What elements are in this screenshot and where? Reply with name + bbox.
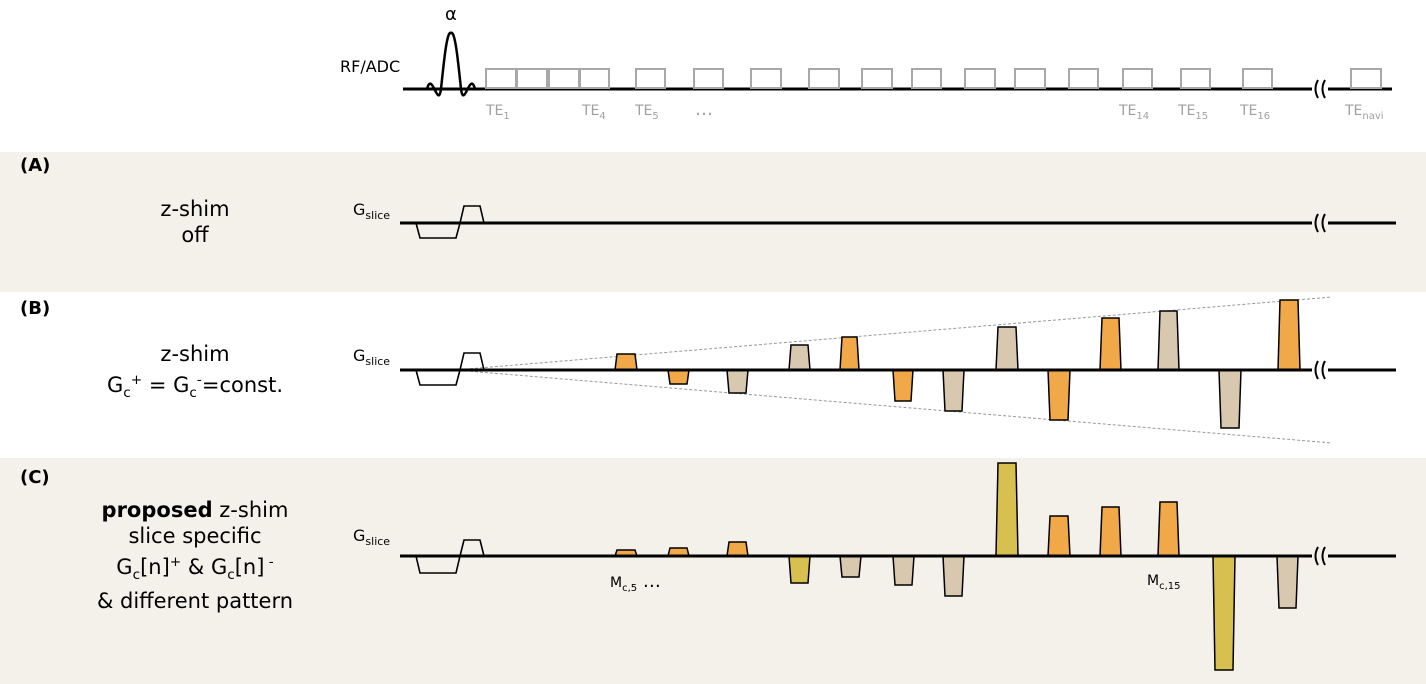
panel-b-axis-break xyxy=(1314,360,1326,380)
zshim-lobe xyxy=(1047,515,1071,557)
panel-c-line-2: slice specific xyxy=(128,524,262,548)
adc-window xyxy=(485,68,517,89)
panel-c-background xyxy=(0,458,1426,684)
moment-label-c5: Mc,5 … xyxy=(610,571,661,594)
te-label-4: TE4 xyxy=(581,103,606,122)
adc-window xyxy=(808,68,840,89)
panel-a-description: z-shim off xyxy=(90,196,300,248)
panel-b-axis-label: Gslice xyxy=(353,346,390,368)
zshim-lobe xyxy=(1157,310,1180,371)
te-label-14: TE14 xyxy=(1118,103,1149,122)
zshim-lobe xyxy=(839,555,862,578)
panel-c-label: (C) xyxy=(20,467,50,488)
moment-label-c15: Mc,15 xyxy=(1147,573,1181,592)
adc-window xyxy=(1014,68,1046,89)
zshim-lobe xyxy=(1157,501,1180,557)
adc-window xyxy=(911,68,942,89)
te-ellipsis: … xyxy=(695,99,713,120)
adc-window xyxy=(548,68,580,89)
zshim-lobe xyxy=(995,326,1019,371)
adc-window xyxy=(579,68,610,89)
zshim-lobe xyxy=(1277,299,1301,371)
panel-c-line-4: & different pattern xyxy=(96,589,294,614)
te-label-16: TE16 xyxy=(1239,103,1270,122)
zshim-lobe xyxy=(1276,555,1299,609)
panel-b-envelope-lower xyxy=(454,369,1333,444)
zshim-lobe xyxy=(1099,317,1122,371)
panel-c-axis-label: Gslice xyxy=(353,526,390,548)
panel-a-slice-rewind-lobe xyxy=(459,205,485,224)
te-label-navi: TEnavi xyxy=(1344,103,1384,122)
adc-window xyxy=(861,68,893,89)
adc-window xyxy=(964,68,996,89)
adc-window xyxy=(750,68,782,89)
te-label-5: TE5 xyxy=(634,103,659,122)
panel-a-slice-refocus-lobe xyxy=(415,222,461,239)
te-label-15: TE15 xyxy=(1177,103,1208,122)
zshim-lobe xyxy=(839,336,860,371)
zshim-lobe xyxy=(892,369,914,402)
panel-b-description: z-shim Gc+ = Gc-=const. xyxy=(60,341,330,406)
zshim-lobe xyxy=(1218,369,1242,429)
adc-window xyxy=(1068,68,1099,89)
adc-windows xyxy=(485,68,1382,89)
rf-pulse xyxy=(425,31,477,97)
zshim-lobe xyxy=(942,555,965,597)
zshim-lobe xyxy=(788,344,811,371)
panel-b-zshim-lobes xyxy=(614,299,1301,429)
zshim-lobe xyxy=(726,541,749,557)
zshim-lobe xyxy=(995,462,1019,557)
panel-b-line-1: z-shim xyxy=(160,342,230,366)
zshim-lobe xyxy=(1212,555,1236,671)
panel-a-axis-break xyxy=(1314,213,1326,233)
adc-window xyxy=(693,68,724,89)
zshim-lobe xyxy=(1047,369,1071,421)
panel-c-axis-break xyxy=(1314,546,1326,566)
zshim-lobe xyxy=(614,353,638,371)
adc-window xyxy=(1180,68,1211,89)
rf-axis-break xyxy=(1314,79,1326,99)
adc-window xyxy=(1350,68,1382,89)
adc-window xyxy=(1122,68,1153,89)
adc-window xyxy=(635,68,666,89)
panel-c-slice-rewind-lobe xyxy=(459,539,485,557)
te-label-1: TE1 xyxy=(485,103,510,122)
zshim-lobe xyxy=(788,555,811,584)
rf-adc-label: RF/ADC xyxy=(340,57,400,76)
panel-a-line-2: off xyxy=(181,223,209,247)
panel-b-slice-refocus-lobe xyxy=(415,369,461,386)
adc-window xyxy=(516,68,548,89)
panel-c-description: proposed z-shim slice specific Gc[n]+ & … xyxy=(60,497,330,614)
panel-c-zshim-lobes xyxy=(613,462,1299,671)
panel-c-slice-refocus-lobe xyxy=(415,555,461,574)
zshim-lobe xyxy=(667,369,690,385)
panel-c-line-1: proposed z-shim xyxy=(101,498,289,522)
panel-b-envelope-upper xyxy=(454,296,1333,371)
panel-b-label: (B) xyxy=(20,298,51,319)
panel-a-label: (A) xyxy=(20,155,51,176)
zshim-lobe xyxy=(726,369,749,394)
panel-b-slice-rewind-lobe xyxy=(459,352,485,371)
panel-c-line-3: Gc[n]+ & Gc[n] - xyxy=(116,554,274,584)
zshim-lobe xyxy=(892,555,915,586)
panel-a-line-1: z-shim xyxy=(160,197,230,221)
flip-angle-label: α xyxy=(445,4,457,25)
zshim-lobe xyxy=(942,369,965,412)
panel-b-line-2: Gc+ = Gc-=const. xyxy=(106,372,284,402)
adc-window xyxy=(1242,68,1273,89)
zshim-lobe xyxy=(1099,506,1122,557)
panel-a-axis-label: Gslice xyxy=(353,200,390,222)
